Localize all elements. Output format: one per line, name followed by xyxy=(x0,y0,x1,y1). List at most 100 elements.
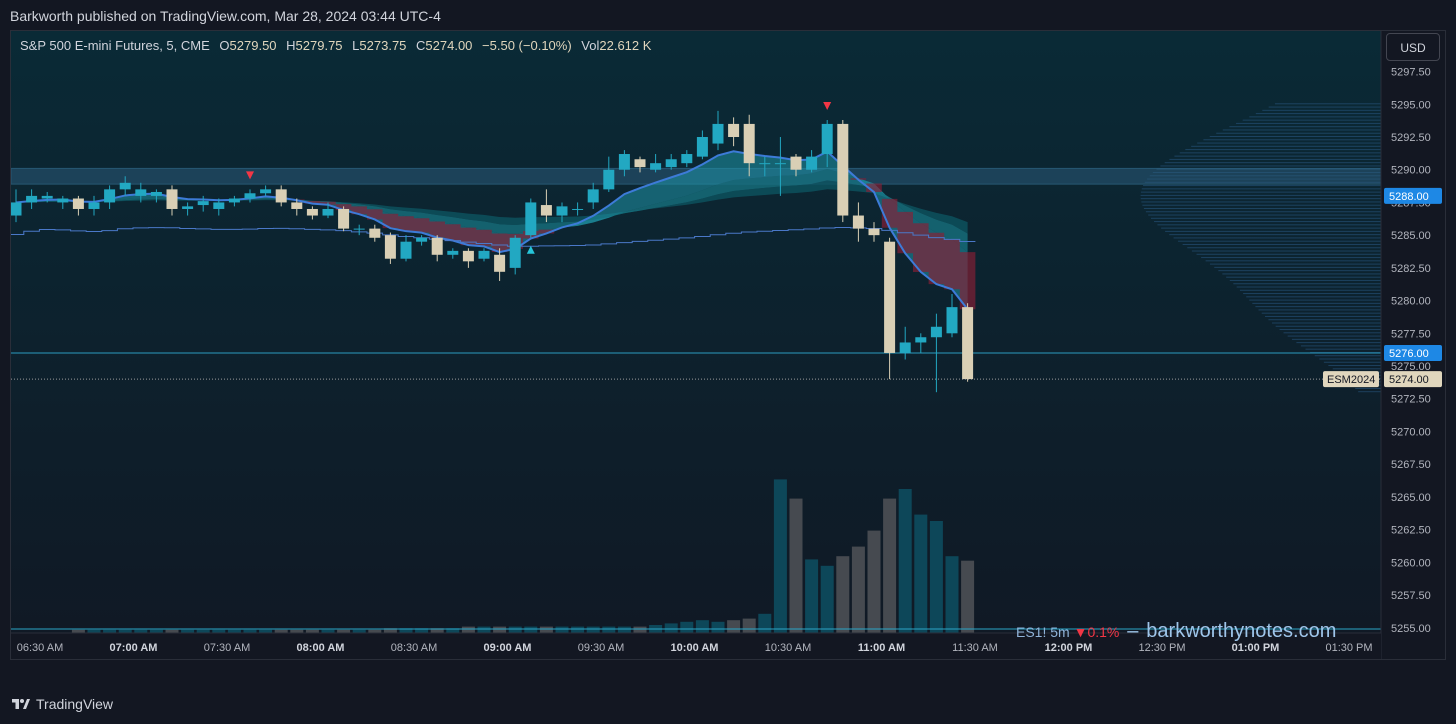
price-marker-box xyxy=(1384,344,1442,361)
volume-profile-bar xyxy=(1243,293,1381,295)
volume-profile-bar xyxy=(1157,224,1381,226)
price-tick-label: 5280.00 xyxy=(1391,296,1431,308)
footer-bar: TradingView xyxy=(0,690,1456,724)
time-tick-label: 08:30 AM xyxy=(391,642,437,654)
price-marker-label: 5288.00 xyxy=(1389,191,1429,203)
price-tick-label: 5297.50 xyxy=(1391,67,1431,79)
volume-profile-bar xyxy=(1268,319,1381,321)
price-chart[interactable]: 5297.505295.005292.505290.005287.505285.… xyxy=(11,31,1446,660)
candle xyxy=(525,198,537,238)
volume-bar xyxy=(118,629,132,633)
volume-profile-bar xyxy=(1291,338,1381,340)
price-tick-label: 5285.00 xyxy=(1391,230,1431,242)
candle-body xyxy=(618,154,630,170)
volume-profile-bar xyxy=(1209,136,1381,138)
volume-profile-bar xyxy=(1296,342,1381,344)
chart-pane[interactable]: 5297.505295.005292.505290.005287.505285.… xyxy=(10,30,1446,660)
high-value: 5279.75 xyxy=(295,38,343,53)
currency-button[interactable]: USD xyxy=(1386,33,1440,61)
volume-bar xyxy=(883,498,897,633)
volume-profile-bar xyxy=(1355,387,1381,389)
volume-bar xyxy=(758,613,772,633)
volume-bar xyxy=(243,629,257,633)
volume-profile-bar xyxy=(1142,204,1381,206)
price-tick-label: 5257.50 xyxy=(1391,590,1431,602)
open-label: O xyxy=(219,38,230,53)
volume-profile-bar xyxy=(1229,279,1381,281)
candle xyxy=(369,224,381,242)
candle-body xyxy=(384,235,396,259)
candle xyxy=(696,130,708,160)
time-tick-label: 01:30 PM xyxy=(1325,642,1372,654)
candle-body xyxy=(774,163,786,165)
sell-signal-icon xyxy=(823,101,832,110)
volume-profile-bar xyxy=(1169,234,1381,236)
candle xyxy=(41,191,53,203)
candle-body xyxy=(743,123,755,164)
high-label: H xyxy=(286,38,296,53)
volume-bar xyxy=(571,626,585,633)
candle-body xyxy=(119,182,131,190)
candle xyxy=(712,110,724,151)
candle xyxy=(852,202,864,242)
volume-profile-bar xyxy=(1145,211,1381,213)
volume-profile-bar xyxy=(1239,289,1381,291)
price-tick-label: 5275.00 xyxy=(1391,361,1431,373)
volume-profile-bar xyxy=(1332,368,1381,370)
candle-body xyxy=(11,202,22,216)
symbol-name[interactable]: S&P 500 E-mini Futures, 5, CME xyxy=(20,38,210,53)
volume-bar xyxy=(461,626,475,633)
volume-bar xyxy=(633,626,647,633)
candle-body xyxy=(712,123,724,144)
volume-profile-bar xyxy=(1328,365,1381,367)
candle xyxy=(431,235,443,262)
volume-profile-bar xyxy=(1252,302,1381,304)
volume-bar xyxy=(477,626,491,633)
buy-signal-icon xyxy=(526,245,535,254)
candle xyxy=(228,195,240,207)
candle-body xyxy=(353,228,365,230)
candle xyxy=(11,189,22,223)
volume-profile-bar xyxy=(1140,191,1381,193)
volume-bar xyxy=(929,521,943,633)
volume-bar xyxy=(742,618,756,633)
candle xyxy=(884,237,896,380)
volume-bar xyxy=(446,628,460,633)
candle xyxy=(260,185,272,196)
candle xyxy=(494,248,506,281)
candle xyxy=(915,333,927,353)
candle xyxy=(946,294,958,338)
symbol-legend: S&P 500 E-mini Futures, 5, CME O5279.50 … xyxy=(20,38,651,53)
candle xyxy=(447,248,459,259)
time-axis-background xyxy=(11,633,1381,659)
time-tick-label: 11:30 AM xyxy=(952,642,998,654)
candle xyxy=(291,198,303,216)
volume-profile-bar xyxy=(1222,129,1381,131)
volume-bar xyxy=(524,626,538,633)
volume-profile-bar xyxy=(1236,122,1381,124)
candle xyxy=(618,150,630,177)
volume-profile-bar xyxy=(1165,230,1381,232)
volume-bar xyxy=(337,629,351,633)
volume-bar xyxy=(586,626,600,633)
volume-profile-bar xyxy=(1262,109,1381,111)
volume-bar xyxy=(945,556,959,633)
candle xyxy=(650,154,662,173)
price-tick-label: 5277.50 xyxy=(1391,328,1431,340)
price-tick-label: 5262.50 xyxy=(1391,525,1431,537)
candle xyxy=(353,224,365,236)
volume-profile-bar xyxy=(1141,201,1381,203)
candle xyxy=(478,248,490,262)
volume-value: 22.612 K xyxy=(599,38,652,53)
volume-profile-bar xyxy=(1148,214,1381,216)
volume-profile-bar xyxy=(1140,194,1381,196)
time-tick-label: 09:00 AM xyxy=(484,642,532,654)
volume-profile-bar xyxy=(1169,158,1381,160)
volume-profile-bar xyxy=(1275,325,1381,327)
tradingview-logo[interactable]: TradingView xyxy=(12,696,113,712)
candle-body xyxy=(556,206,568,216)
volume-profile-bar xyxy=(1314,355,1381,357)
volume-profile-bar xyxy=(1222,273,1381,275)
candle-body xyxy=(135,189,147,196)
candle xyxy=(182,202,194,216)
